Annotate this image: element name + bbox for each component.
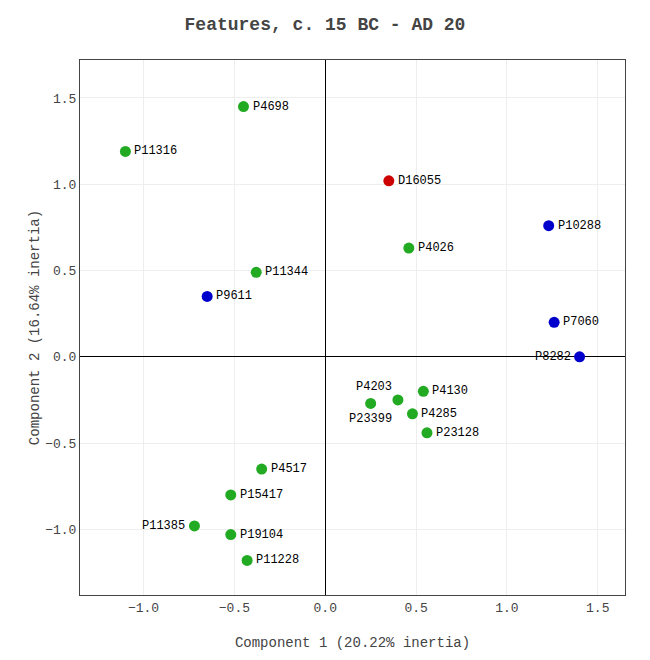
svg-text:0.5: 0.5 xyxy=(53,264,76,279)
svg-text:P11228: P11228 xyxy=(256,553,299,567)
svg-text:1.0: 1.0 xyxy=(53,178,76,193)
svg-text:Features, c. 15 BC - AD 20: Features, c. 15 BC - AD 20 xyxy=(185,15,466,35)
svg-text:−1.0: −1.0 xyxy=(128,601,159,616)
svg-text:P4285: P4285 xyxy=(421,407,457,421)
svg-text:−0.5: −0.5 xyxy=(45,437,76,452)
svg-text:P7060: P7060 xyxy=(563,315,599,329)
svg-text:1.0: 1.0 xyxy=(495,601,518,616)
svg-text:0.0: 0.0 xyxy=(53,350,76,365)
svg-text:P4026: P4026 xyxy=(418,241,454,255)
svg-text:P9611: P9611 xyxy=(216,289,252,303)
svg-text:P8282: P8282 xyxy=(535,350,571,364)
svg-text:P10288: P10288 xyxy=(558,219,601,233)
svg-text:P19104: P19104 xyxy=(240,528,283,542)
svg-text:−0.5: −0.5 xyxy=(219,601,250,616)
svg-text:P4130: P4130 xyxy=(432,384,468,398)
svg-text:P23128: P23128 xyxy=(436,426,479,440)
svg-text:0.0: 0.0 xyxy=(314,601,337,616)
svg-text:D16055: D16055 xyxy=(398,174,441,188)
svg-text:P4698: P4698 xyxy=(253,100,289,114)
svg-text:Component 1 (20.22% inertia): Component 1 (20.22% inertia) xyxy=(235,635,470,651)
svg-text:P4517: P4517 xyxy=(271,462,307,476)
svg-text:P15417: P15417 xyxy=(240,488,283,502)
svg-text:P11344: P11344 xyxy=(265,265,308,279)
svg-text:Component 2 (16.64% inertia): Component 2 (16.64% inertia) xyxy=(27,210,43,445)
svg-text:P11385: P11385 xyxy=(142,519,185,533)
svg-text:1.5: 1.5 xyxy=(586,601,609,616)
svg-text:P11316: P11316 xyxy=(134,144,177,158)
svg-text:−1.0: −1.0 xyxy=(45,523,76,538)
svg-text:P4203: P4203 xyxy=(356,380,392,394)
svg-text:0.5: 0.5 xyxy=(404,601,427,616)
svg-text:P23399: P23399 xyxy=(349,412,392,426)
svg-text:1.5: 1.5 xyxy=(53,92,76,107)
